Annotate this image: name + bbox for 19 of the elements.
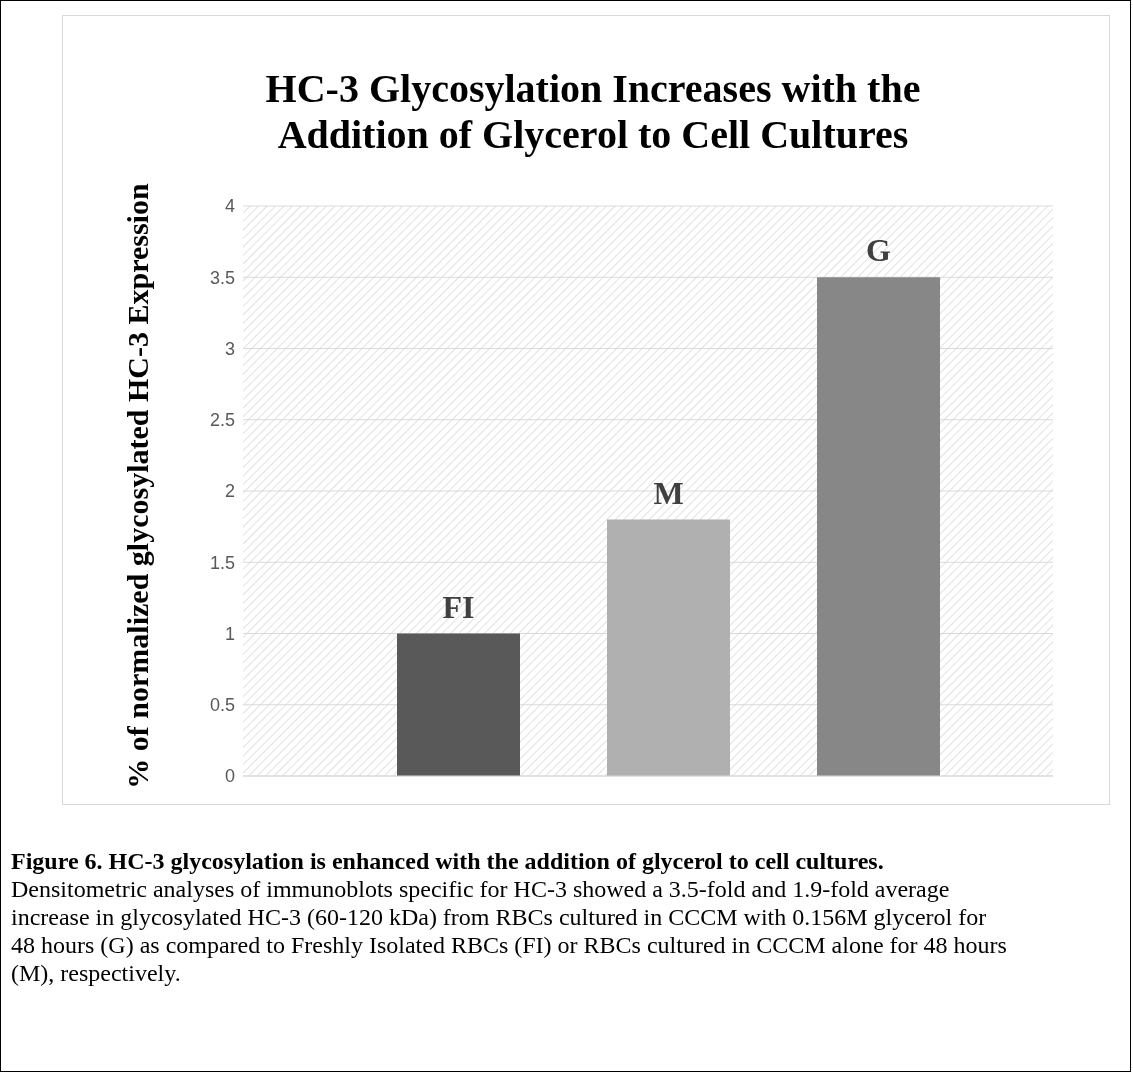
- y-axis-title: % of normalized glycosylated HC-3 Expression: [120, 183, 155, 789]
- chart-title: HC-3 Glycosylation Increases with the Addition of Glycerol to Cell Cultures: [264, 66, 922, 158]
- y-tick-label: 1: [224, 623, 235, 644]
- y-tick-label: 3: [224, 338, 235, 359]
- x-tick-label: G: [866, 232, 892, 269]
- y-tick-label: 0.5: [209, 695, 235, 716]
- text: Densitometric analyses of immunoblots specific for HC-3 showed a 3.5-fold and 1.9-fold average increase in glycosylated HC-3 (60-120 kDa) from RBCs cultured in CCCM with 0.156M glycerol for 48 hours (G) as compared to Freshly Isolated RBCs (FI) or RBCs cultured in CCCM alone for 48 hours (M), respectively.: [11, 876, 1007, 986]
- caption: Figure 6. HC-3 glycosylation is enhanced with the addition of glycerol to cell cultures.: [11, 848, 884, 874]
- y-tick-label: 3.5: [209, 267, 235, 288]
- y-tick-label: 2.5: [209, 410, 235, 431]
- x-tick-label: M: [653, 474, 684, 511]
- bar: [817, 277, 940, 776]
- y-tick-label: 4: [224, 196, 235, 217]
- y-tick-label: 2: [224, 481, 235, 502]
- bar: [607, 519, 730, 776]
- y-tick-label: 0: [224, 766, 235, 787]
- x-tick-label: FI: [442, 588, 475, 625]
- bar: [397, 633, 520, 776]
- y-tick-label: 1.5: [209, 552, 235, 573]
